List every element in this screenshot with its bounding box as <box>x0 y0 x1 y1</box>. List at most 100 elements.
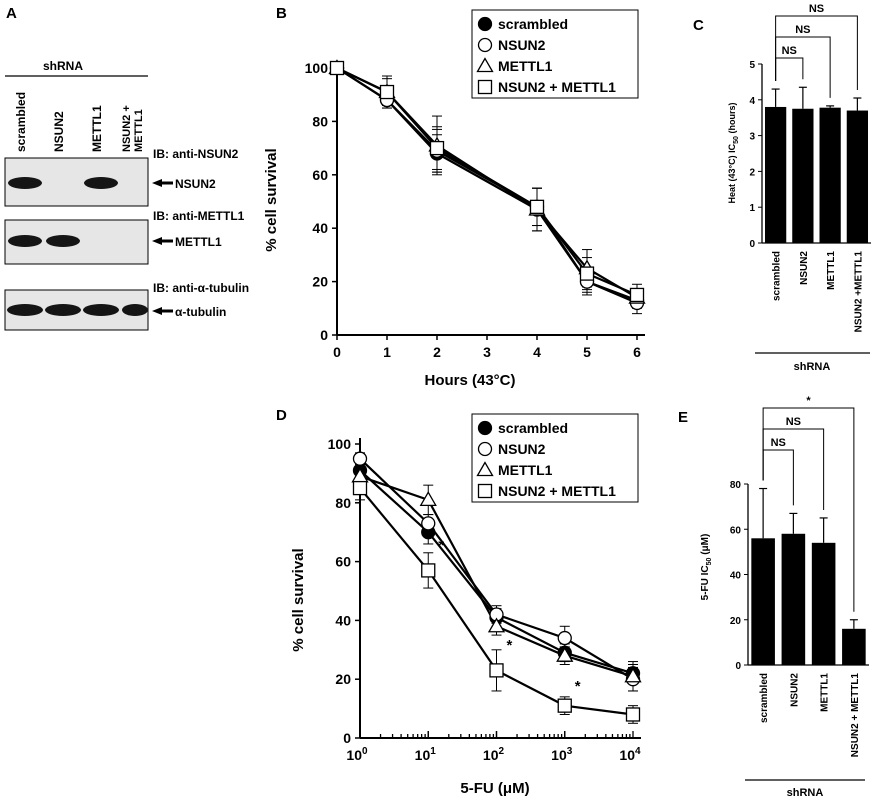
panel-b-axes: 0 20 40 60 80 100 0 1 2 3 4 5 6 <box>305 60 645 360</box>
y-tick-label: 2 <box>749 167 755 178</box>
significance-bracket <box>762 449 794 506</box>
panel-letter-b: B <box>276 5 287 22</box>
category-label: scrambled <box>759 673 770 723</box>
panel-d-axes: 0 20 40 60 80 100 100 101 102 103 104 <box>328 436 641 763</box>
y-tick-label: 4 <box>749 96 755 107</box>
arrow-icon <box>152 237 173 245</box>
panel-d-y-axis-label: % cell survival <box>290 548 307 651</box>
ib-label-tubulin: IB: anti-α-tubulin <box>153 281 249 295</box>
band-mettl1-lane <box>83 304 119 316</box>
bar <box>792 108 814 243</box>
data-point <box>352 451 368 466</box>
arrow-icon <box>152 307 173 315</box>
panel-d-marks: * * * <box>351 451 642 724</box>
legend-entry-label: NSUN2 <box>498 37 546 53</box>
x-tick-label: 4 <box>533 344 541 360</box>
legend-marker <box>476 461 494 477</box>
legend-entry-label: NSUN2 + METTL1 <box>498 483 616 499</box>
panel-b-x-axis-label: Hours (43°C) <box>424 372 515 389</box>
legend-marker <box>477 441 493 457</box>
significance-star: * <box>575 678 581 695</box>
y-tick-label: 20 <box>730 616 742 627</box>
arrow-icon <box>152 179 173 187</box>
bar <box>819 107 841 244</box>
ib-label-nsun2: IB: anti-NSUN2 <box>153 147 239 161</box>
category-label: NSUN2 <box>799 251 810 285</box>
band-scrambled <box>8 235 42 247</box>
legend-box <box>471 9 639 99</box>
x-tick-label: 2 <box>433 344 441 360</box>
ib-label-mettl1: IB: anti-METTL1 <box>153 209 245 223</box>
y-tick-label: 5 <box>749 60 755 71</box>
data-point <box>421 563 436 578</box>
data-point <box>419 491 437 507</box>
significance-bracket <box>775 57 804 82</box>
x-tick-label: 3 <box>483 344 491 360</box>
band-nsun2-lane <box>45 304 81 316</box>
y-tick-label: 60 <box>312 167 328 183</box>
y-tick-label: 40 <box>335 612 351 628</box>
blot-tubulin: IB: anti-α-tubulin α-tubulin <box>4 281 249 331</box>
blot-membrane <box>4 157 149 207</box>
x-tick-label: 6 <box>633 344 641 360</box>
band-scrambled <box>7 304 43 316</box>
panel-d-x-axis-label: 5-FU (μM) <box>460 780 529 797</box>
series-line-nsun2-mettl1 <box>336 67 638 296</box>
data-point <box>557 698 572 713</box>
panel-letter-a: A <box>6 5 17 22</box>
y-tick-label: 0 <box>343 730 351 746</box>
significance-bracket <box>775 15 858 91</box>
bar <box>781 533 806 665</box>
blot-mettl1: IB: anti-METTL1 METTL1 <box>4 209 245 265</box>
blot-nsun2: IB: anti-NSUN2 NSUN2 <box>4 147 239 207</box>
panel-c-group-label: shRNA <box>794 361 831 373</box>
bar <box>842 628 866 665</box>
y-tick-label: 20 <box>312 274 328 290</box>
panel-letter-c: C <box>693 17 704 34</box>
data-point <box>579 266 595 281</box>
significance-bracket <box>762 407 855 612</box>
x-tick-label: 104 <box>619 746 641 763</box>
data-point <box>489 663 504 678</box>
significance-label: NS <box>809 3 824 15</box>
panel-e-y-axis-label: 5-FU IC50 (μM) <box>700 534 713 601</box>
y-tick-label: 100 <box>328 436 352 452</box>
band-nsun2-lane <box>46 235 80 247</box>
data-point <box>529 199 545 214</box>
panel-e-5fu-bar-chart: E 0 20 40 60 80 scrambled NSUN2 METTL1 NSUN2 + … <box>678 395 869 799</box>
panel-b-heat-line-chart: B 0 20 40 60 80 100 0 1 2 3 4 5 6 scrambled NSUN2 METT… <box>263 5 646 389</box>
x-tick-label: 103 <box>551 746 573 763</box>
legend-entry-label: scrambled <box>498 16 568 32</box>
x-tick-label: 5 <box>583 344 591 360</box>
x-tick-label: 100 <box>346 746 368 763</box>
y-tick-label: 20 <box>335 671 351 687</box>
y-tick-label: 80 <box>312 113 328 129</box>
lane-label-scrambled: scrambled <box>14 92 28 152</box>
bar <box>846 110 869 243</box>
y-tick-label: 3 <box>749 132 755 143</box>
category-label: NSUN2 <box>789 673 800 707</box>
band-scrambled <box>8 177 42 189</box>
data-point <box>352 480 368 496</box>
x-tick-label: 1 <box>383 344 391 360</box>
legend-marker <box>477 37 493 53</box>
panel-c-y-axis-label: Heat (43°C) IC50 (hours) <box>727 103 740 204</box>
panel-c-heat-bar-chart: C 0 1 2 3 4 5 scrambled NSUN2 METTL1 NSUN2 +METT… <box>693 3 871 373</box>
band-label-mettl1: METTL1 <box>175 235 222 249</box>
x-tick-label: 0 <box>333 344 341 360</box>
y-tick-label: 0 <box>320 327 328 343</box>
series-line-nsun2 <box>336 67 638 304</box>
bar <box>811 542 836 665</box>
y-tick-label: 60 <box>335 554 351 570</box>
data-point <box>557 630 572 646</box>
y-tick-label: 60 <box>730 525 742 536</box>
x-tick-label: 101 <box>415 746 437 763</box>
data-point <box>625 707 641 722</box>
panel-letter-e: E <box>678 409 688 426</box>
legend-marker <box>476 57 494 73</box>
panel-e-marks: scrambled NSUN2 METTL1 NSUN2 + METTL1 <box>751 487 866 757</box>
significance-label: NS <box>786 416 801 428</box>
significance-star: * <box>438 537 444 554</box>
shrna-label: shRNA <box>43 59 83 73</box>
